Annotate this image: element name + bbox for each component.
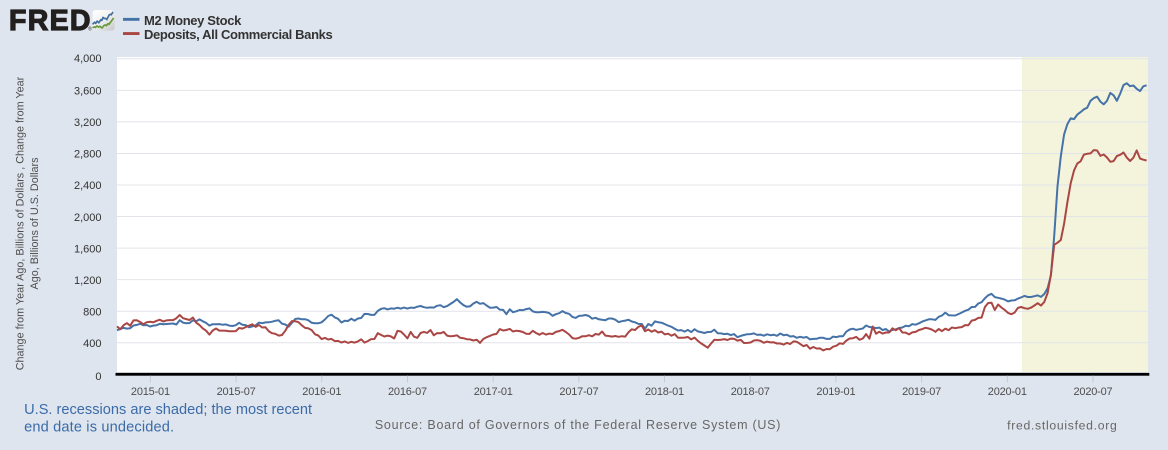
svg-text:2017-07: 2017-07: [559, 386, 598, 398]
svg-text:2019-07: 2019-07: [902, 386, 941, 398]
svg-text:Ago, Billions of U.S. Dollars: Ago, Billions of U.S. Dollars: [29, 157, 41, 290]
svg-text:Source: Board of Governors of: Source: Board of Governors of the Federa…: [375, 418, 781, 432]
svg-text:1,600: 1,600: [74, 243, 102, 255]
svg-text:end date is undecided.: end date is undecided.: [24, 419, 174, 435]
svg-text:400: 400: [83, 338, 101, 350]
svg-text:0: 0: [95, 371, 101, 383]
svg-text:2016-07: 2016-07: [388, 386, 427, 398]
svg-text:2020-01: 2020-01: [988, 386, 1027, 398]
svg-text:2017-01: 2017-01: [474, 386, 513, 398]
svg-text:3,200: 3,200: [74, 117, 102, 129]
svg-text:Change from Year Ago, Billions: Change from Year Ago, Billions of Dollar…: [15, 76, 27, 370]
svg-text:2015-01: 2015-01: [131, 386, 170, 398]
svg-text:2015-07: 2015-07: [217, 386, 256, 398]
svg-text:M2 Money Stock: M2 Money Stock: [144, 13, 242, 28]
svg-text:2020-07: 2020-07: [1074, 386, 1113, 398]
svg-text:800: 800: [83, 306, 101, 318]
svg-text:fred.stlouisfed.org: fred.stlouisfed.org: [1007, 419, 1117, 433]
svg-text:2,800: 2,800: [74, 149, 102, 161]
svg-text:2019-01: 2019-01: [816, 386, 855, 398]
svg-text:U.S. recessions are shaded; th: U.S. recessions are shaded; the most rec…: [24, 402, 312, 418]
svg-text:FRED: FRED: [9, 5, 92, 37]
svg-text:2,400: 2,400: [74, 180, 102, 192]
svg-text:2018-01: 2018-01: [645, 386, 684, 398]
svg-text:®: ®: [88, 25, 92, 32]
svg-text:4,000: 4,000: [74, 53, 102, 65]
svg-text:Deposits, All Commercial Banks: Deposits, All Commercial Banks: [144, 27, 333, 42]
svg-text:1,200: 1,200: [74, 275, 102, 287]
svg-text:2016-01: 2016-01: [302, 386, 341, 398]
svg-text:3,600: 3,600: [74, 86, 102, 98]
svg-text:2018-07: 2018-07: [731, 386, 770, 398]
svg-text:2,000: 2,000: [74, 212, 102, 224]
